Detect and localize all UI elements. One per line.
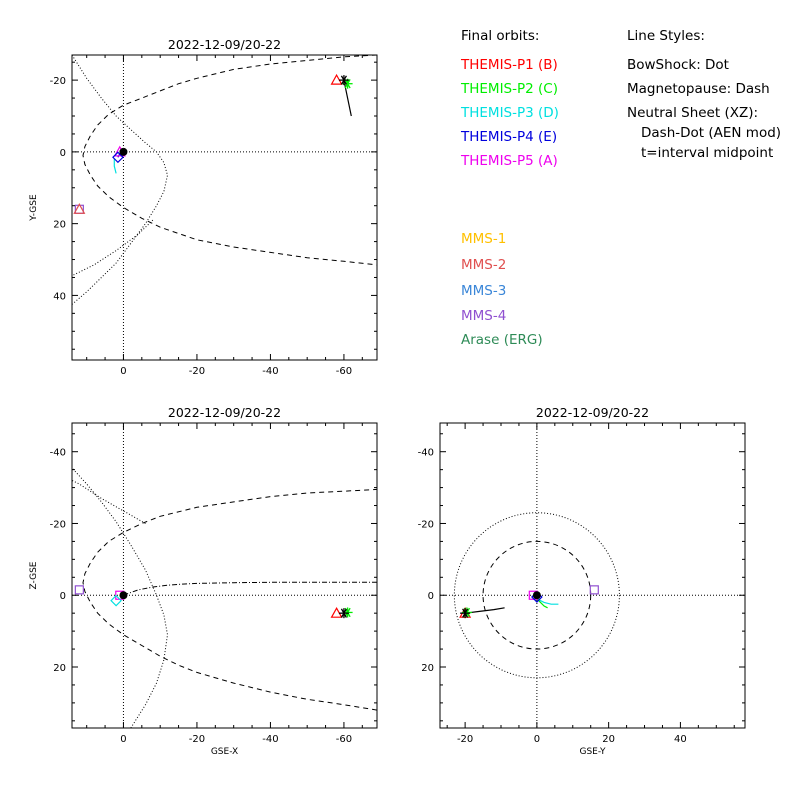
x-tick-label: -60: [336, 366, 352, 377]
themis-p3-marker: [110, 594, 122, 607]
x-tick-label: 0: [120, 366, 126, 377]
mms-4-marker: [589, 585, 599, 595]
y-tick-label: -20: [418, 519, 434, 530]
y-tick-label: 40: [53, 291, 66, 302]
orbit-track: [343, 79, 352, 117]
bow-shock-curve-tail: [72, 219, 154, 277]
mms-2-marker: [73, 203, 86, 214]
chart-title: 2022-12-09/20-22: [168, 37, 281, 52]
y-tick-label: 0: [60, 591, 66, 602]
x-tick-label: -40: [262, 734, 278, 745]
x-axis-label: GSE-Y: [579, 747, 606, 757]
plot-frame: [71, 54, 378, 361]
y-tick-label: 20: [421, 663, 434, 674]
y-tick-label: 0: [60, 148, 66, 159]
plot-area: [440, 423, 745, 728]
bow-shock-curve: [72, 55, 169, 305]
x-tick-label: 20: [602, 734, 615, 745]
bow-shock-curve-tail: [72, 479, 146, 524]
panel-3: -20 0 20 40 -40 -20 0 20 2022-12-09/20-22 GSE-Y: [418, 405, 746, 757]
plot-frame: [439, 422, 746, 729]
y-axis-label: Y-GSE: [29, 194, 39, 222]
plot-area: [72, 55, 377, 360]
x-tick-label: -20: [189, 366, 205, 377]
y-tick-label: 0: [428, 591, 434, 602]
x-tick-label: -20: [457, 734, 473, 745]
sun-track-marker: [460, 608, 471, 619]
neutral-sheet-curve: [123, 581, 377, 596]
chart-title: 2022-12-09/20-22: [168, 405, 281, 420]
orbit-track: [113, 159, 117, 174]
x-tick-label: 0: [534, 734, 540, 745]
sun-track-marker: [338, 608, 349, 619]
sun-track-marker: [338, 75, 349, 86]
orbit-track: [465, 607, 505, 614]
themis-p4-marker: [112, 151, 124, 164]
panel-2: 0 -20 -40 -60 -40 -20 0 20 2022-12-09/20-22 GSE-X…: [29, 405, 378, 757]
y-tick-label: -40: [50, 448, 66, 459]
panel-1: 0 -20 -40 -60 -20 0 20 40 2022-12-09/20-22 Y-GSE: [29, 37, 378, 377]
bow-shock-circle: [453, 512, 620, 679]
orbit-track: [536, 598, 559, 605]
chart-title: 2022-12-09/20-22: [536, 405, 649, 420]
magnetopause-circle: [482, 540, 592, 650]
earth-marker: [532, 591, 541, 600]
x-tick-label: -60: [336, 734, 352, 745]
mms-4-marker: [74, 585, 84, 595]
y-tick-label: 20: [53, 663, 66, 674]
y-tick-label: -40: [418, 448, 434, 459]
x-tick-label: 40: [674, 734, 687, 745]
magnetopause-curve: [82, 55, 377, 266]
earth-marker: [119, 591, 128, 600]
x-tick-label: 0: [120, 734, 126, 745]
earth-marker: [119, 147, 128, 156]
x-axis-label: GSE-X: [211, 747, 238, 757]
y-axis-label: Z-GSE: [29, 561, 39, 589]
plot-frame: [71, 422, 378, 729]
y-tick-label: -20: [50, 519, 66, 530]
y-tick-label: -20: [50, 76, 66, 87]
y-tick-label: 20: [53, 220, 66, 231]
x-tick-label: -40: [262, 366, 278, 377]
x-tick-label: -20: [189, 734, 205, 745]
magnetopause-curve: [82, 488, 377, 711]
bow-shock-curve: [72, 467, 169, 728]
plot-area: [72, 423, 377, 728]
